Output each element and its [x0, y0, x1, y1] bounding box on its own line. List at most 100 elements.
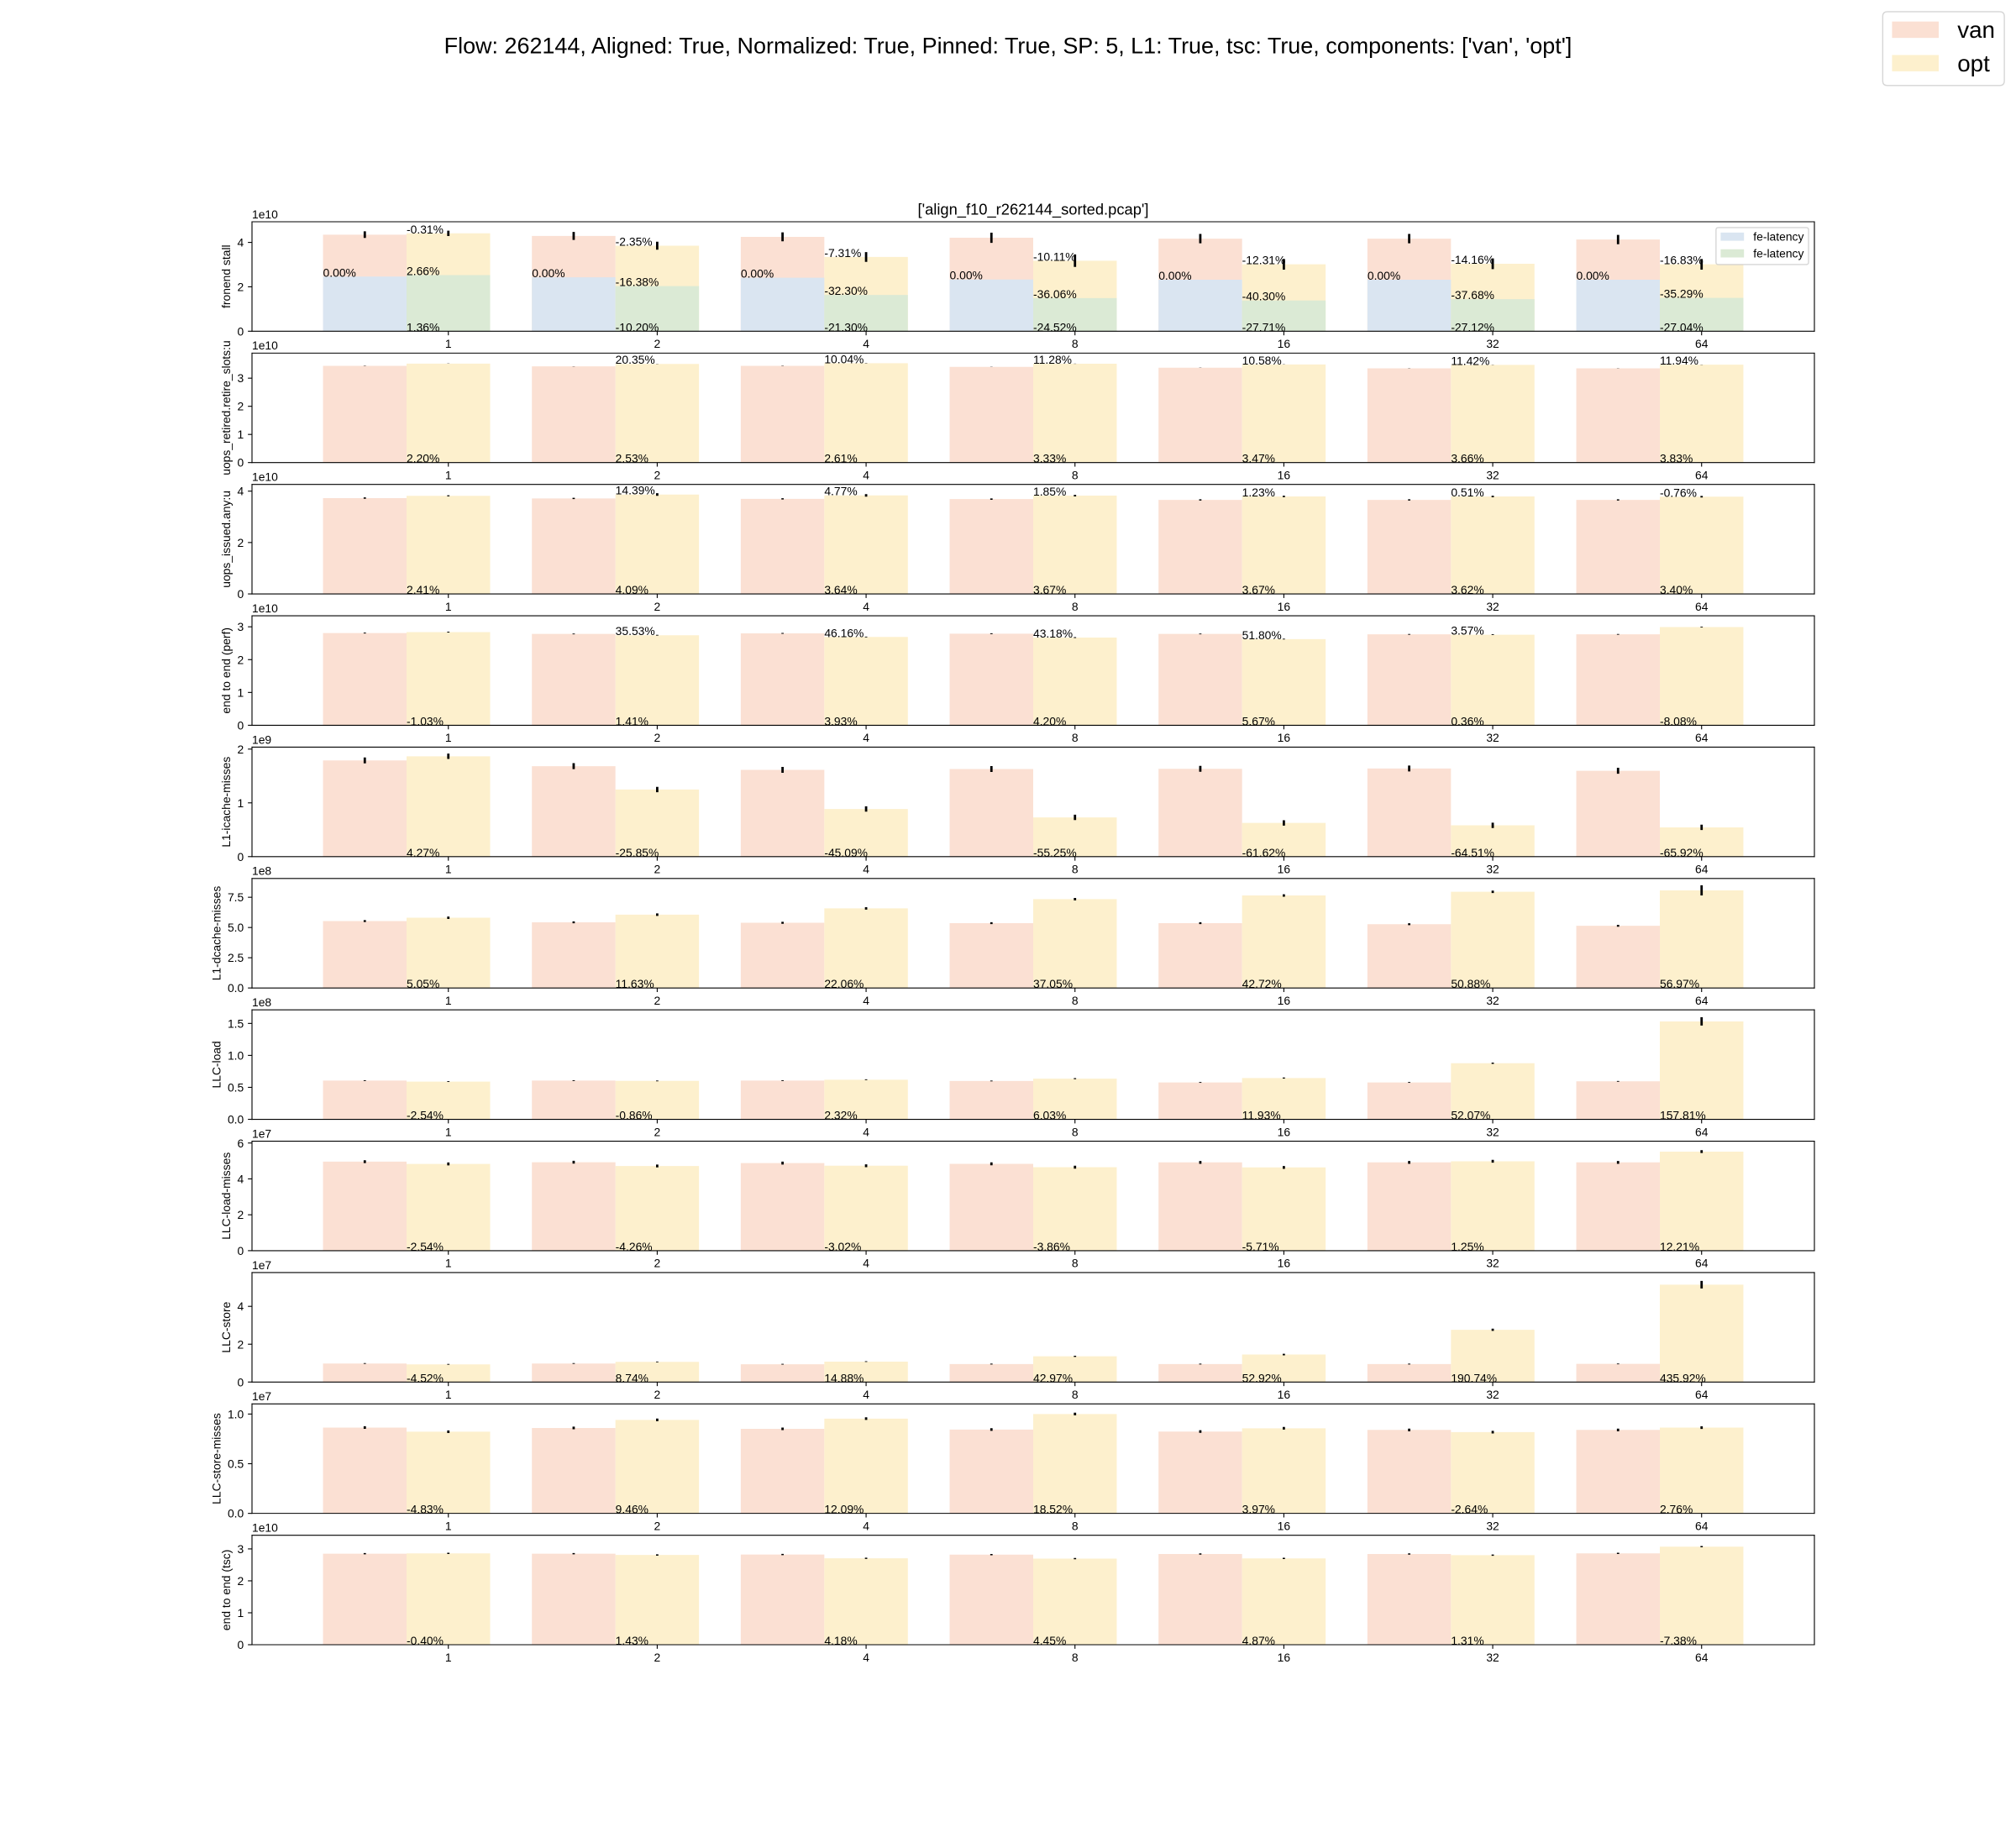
svg-text:3: 3	[238, 620, 244, 633]
svg-text:-65.92%: -65.92%	[1660, 846, 1704, 859]
svg-text:-27.04%: -27.04%	[1660, 320, 1704, 333]
svg-text:2: 2	[654, 468, 661, 481]
svg-text:-27.71%: -27.71%	[1242, 320, 1286, 333]
svg-text:fe-latency: fe-latency	[1753, 246, 1803, 260]
svg-text:16: 16	[1278, 994, 1291, 1007]
svg-text:42.72%: 42.72%	[1242, 977, 1282, 990]
svg-text:1: 1	[445, 1257, 452, 1270]
svg-text:11.42%: 11.42%	[1451, 354, 1489, 367]
svg-text:2: 2	[238, 743, 244, 756]
svg-text:2.5: 2.5	[228, 951, 244, 964]
svg-text:1e7: 1e7	[252, 1389, 271, 1403]
svg-text:0.51%: 0.51%	[1451, 486, 1483, 499]
svg-text:4: 4	[863, 994, 869, 1007]
svg-text:0.5: 0.5	[228, 1080, 244, 1094]
svg-text:14.88%: 14.88%	[824, 1371, 864, 1384]
svg-text:4.77%: 4.77%	[824, 485, 857, 498]
svg-text:opt: opt	[1957, 50, 1990, 76]
svg-text:-7.38%: -7.38%	[1660, 1634, 1697, 1647]
svg-text:-2.54%: -2.54%	[407, 1109, 444, 1122]
svg-text:2: 2	[238, 1337, 244, 1351]
svg-text:1: 1	[445, 1125, 452, 1138]
svg-text:64: 64	[1695, 731, 1709, 744]
svg-text:1: 1	[238, 1606, 244, 1620]
svg-text:5.05%: 5.05%	[407, 977, 439, 990]
svg-text:46.16%: 46.16%	[824, 626, 864, 639]
svg-text:12.21%: 12.21%	[1660, 1240, 1699, 1253]
svg-text:8: 8	[1072, 337, 1079, 350]
svg-text:-0.76%: -0.76%	[1660, 486, 1697, 499]
svg-text:14.39%: 14.39%	[616, 484, 655, 497]
svg-text:1e10: 1e10	[252, 339, 278, 352]
svg-text:2: 2	[654, 994, 661, 1007]
svg-text:11.94%: 11.94%	[1660, 354, 1698, 367]
svg-text:LLC-load: LLC-load	[210, 1041, 223, 1088]
svg-text:-16.38%: -16.38%	[616, 276, 659, 289]
svg-text:0: 0	[238, 718, 244, 732]
svg-text:2: 2	[654, 1125, 661, 1138]
svg-text:-7.31%: -7.31%	[824, 246, 861, 260]
svg-text:32: 32	[1486, 1651, 1499, 1664]
svg-text:16: 16	[1278, 468, 1291, 481]
svg-text:32: 32	[1486, 1125, 1499, 1138]
svg-text:2: 2	[654, 337, 661, 350]
svg-text:-27.12%: -27.12%	[1451, 320, 1494, 333]
svg-text:5.67%: 5.67%	[1242, 714, 1275, 727]
svg-text:32: 32	[1486, 337, 1499, 350]
svg-text:16: 16	[1278, 1257, 1291, 1270]
svg-text:16: 16	[1278, 1519, 1291, 1532]
svg-text:190.74%: 190.74%	[1451, 1371, 1497, 1384]
svg-text:64: 64	[1695, 468, 1709, 481]
svg-text:3.62%: 3.62%	[1451, 583, 1483, 596]
svg-text:-8.08%: -8.08%	[1660, 714, 1697, 727]
svg-text:16: 16	[1278, 1388, 1291, 1401]
svg-text:2.76%: 2.76%	[1660, 1503, 1693, 1516]
svg-text:0.0: 0.0	[228, 1113, 244, 1126]
svg-text:4: 4	[863, 1125, 869, 1138]
svg-text:LLC-load-misses: LLC-load-misses	[219, 1152, 233, 1240]
svg-text:1.43%: 1.43%	[616, 1634, 648, 1647]
svg-text:9.46%: 9.46%	[616, 1503, 648, 1516]
svg-text:-16.83%: -16.83%	[1660, 254, 1704, 267]
svg-text:2: 2	[654, 1257, 661, 1270]
svg-text:18.52%: 18.52%	[1033, 1503, 1073, 1516]
svg-text:2.53%: 2.53%	[616, 452, 648, 465]
svg-text:0.00%: 0.00%	[532, 266, 564, 280]
svg-text:64: 64	[1695, 1125, 1709, 1138]
svg-text:2: 2	[238, 536, 244, 549]
svg-text:2: 2	[654, 863, 661, 876]
svg-text:-24.52%: -24.52%	[1033, 320, 1077, 333]
svg-text:8: 8	[1072, 1388, 1079, 1401]
svg-text:0.00%: 0.00%	[323, 265, 356, 279]
svg-text:6: 6	[238, 1137, 244, 1150]
svg-text:2.41%: 2.41%	[407, 583, 439, 596]
svg-text:end to end (tsc): end to end (tsc)	[219, 1550, 233, 1630]
svg-text:0.00%: 0.00%	[950, 269, 983, 282]
svg-text:2: 2	[654, 1651, 661, 1664]
svg-text:0: 0	[238, 1375, 244, 1389]
svg-text:0: 0	[238, 456, 244, 470]
svg-text:11.63%: 11.63%	[616, 977, 654, 990]
svg-text:-10.20%: -10.20%	[616, 320, 659, 333]
svg-text:1.41%: 1.41%	[616, 714, 648, 727]
svg-text:0: 0	[238, 1244, 244, 1257]
svg-text:1: 1	[445, 468, 452, 481]
svg-text:32: 32	[1486, 731, 1499, 744]
svg-text:8: 8	[1072, 863, 1079, 876]
svg-text:42.97%: 42.97%	[1033, 1371, 1073, 1384]
svg-text:0.5: 0.5	[228, 1457, 244, 1471]
svg-text:64: 64	[1695, 863, 1709, 876]
svg-text:3.97%: 3.97%	[1242, 1503, 1275, 1516]
svg-text:1.0: 1.0	[228, 1048, 244, 1062]
svg-text:52.92%: 52.92%	[1242, 1371, 1282, 1384]
svg-text:fronend stall: fronend stall	[219, 244, 233, 308]
svg-text:16: 16	[1278, 731, 1291, 744]
svg-text:2: 2	[238, 653, 244, 666]
svg-text:-12.31%: -12.31%	[1242, 254, 1286, 267]
svg-text:64: 64	[1695, 1519, 1709, 1532]
svg-text:4: 4	[863, 1257, 869, 1270]
svg-text:-0.86%: -0.86%	[616, 1109, 653, 1122]
svg-text:-2.35%: -2.35%	[616, 234, 653, 248]
svg-text:16: 16	[1278, 1125, 1291, 1138]
svg-text:37.05%: 37.05%	[1033, 977, 1073, 990]
